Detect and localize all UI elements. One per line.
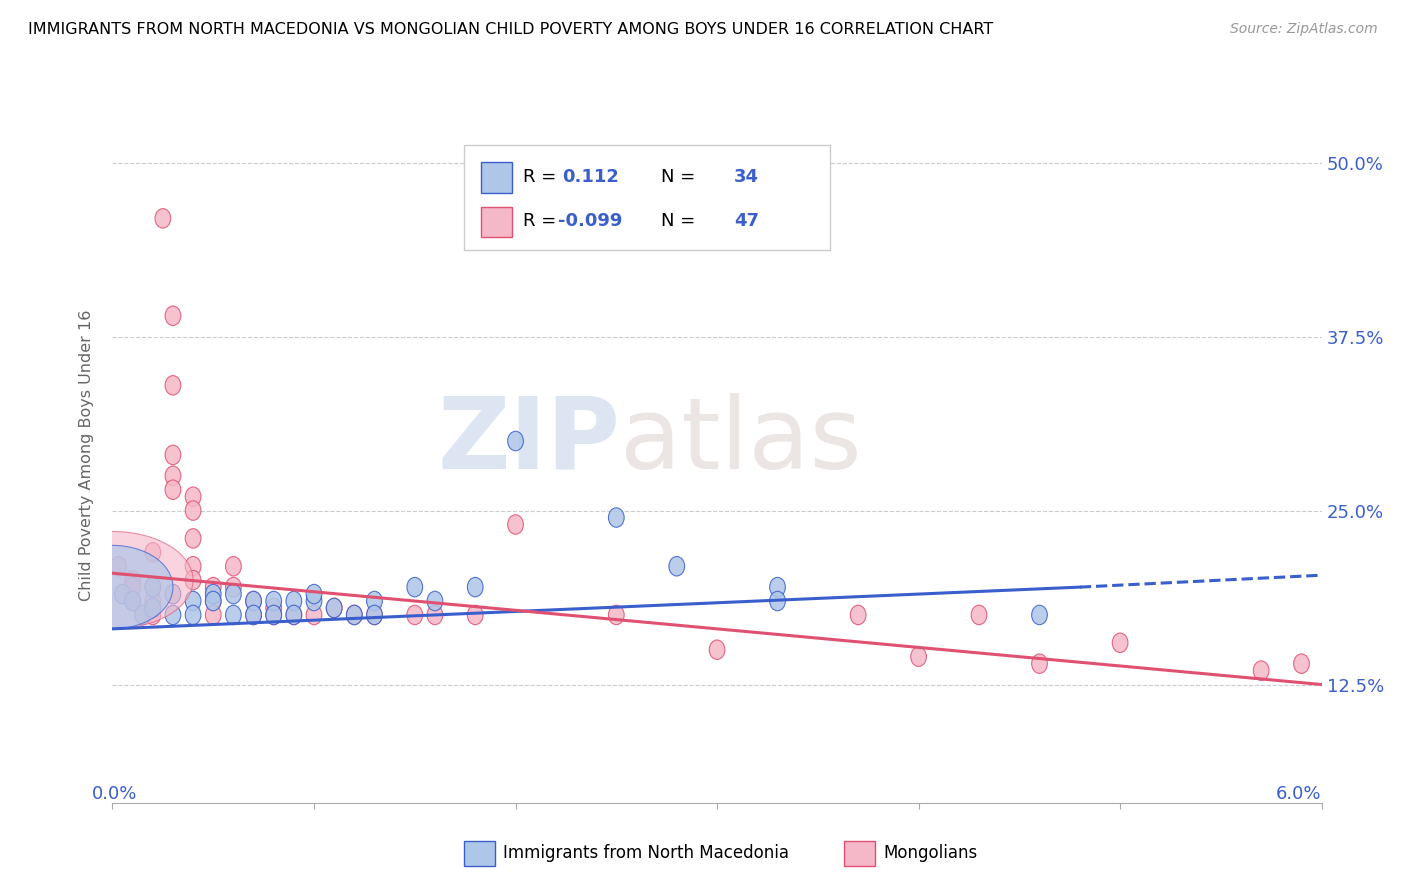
Ellipse shape [205,591,221,611]
Ellipse shape [307,605,322,624]
Ellipse shape [285,591,302,611]
Ellipse shape [427,591,443,611]
Ellipse shape [851,605,866,624]
Ellipse shape [769,577,786,597]
Ellipse shape [266,605,281,624]
Ellipse shape [467,577,484,597]
Ellipse shape [165,466,181,485]
Text: ZIP: ZIP [437,392,620,490]
Ellipse shape [246,591,262,611]
Ellipse shape [709,640,725,659]
Ellipse shape [125,570,141,590]
Ellipse shape [225,577,242,597]
Ellipse shape [145,591,160,611]
Ellipse shape [609,605,624,624]
Ellipse shape [1032,605,1047,624]
Ellipse shape [145,542,160,562]
Ellipse shape [972,605,987,624]
Text: Immigrants from North Macedonia: Immigrants from North Macedonia [503,844,789,862]
Ellipse shape [246,605,262,624]
Ellipse shape [367,605,382,624]
Ellipse shape [367,591,382,611]
Text: 47: 47 [734,212,759,230]
Text: R =: R = [523,168,562,186]
Ellipse shape [145,577,160,597]
Ellipse shape [145,605,160,624]
Ellipse shape [186,605,201,624]
Ellipse shape [155,209,170,228]
Ellipse shape [186,570,201,590]
Ellipse shape [266,599,281,618]
Ellipse shape [346,605,363,624]
Ellipse shape [1294,654,1309,673]
Ellipse shape [186,500,201,520]
Ellipse shape [246,591,262,611]
Text: IMMIGRANTS FROM NORTH MACEDONIA VS MONGOLIAN CHILD POVERTY AMONG BOYS UNDER 16 C: IMMIGRANTS FROM NORTH MACEDONIA VS MONGO… [28,22,994,37]
Ellipse shape [427,605,443,624]
Ellipse shape [508,431,523,450]
Ellipse shape [266,605,281,624]
Ellipse shape [186,529,201,549]
Ellipse shape [32,532,193,629]
Ellipse shape [225,605,242,624]
Text: 0.0%: 0.0% [93,785,138,804]
Ellipse shape [145,577,160,597]
Ellipse shape [367,605,382,624]
Ellipse shape [205,584,221,604]
Text: N =: N = [661,168,700,186]
Ellipse shape [266,591,281,611]
Ellipse shape [135,605,150,624]
Text: R =: R = [523,212,562,230]
Ellipse shape [669,557,685,576]
Ellipse shape [1112,633,1128,653]
Text: Source: ZipAtlas.com: Source: ZipAtlas.com [1230,22,1378,37]
Ellipse shape [307,591,322,611]
Ellipse shape [1253,661,1270,681]
Ellipse shape [406,577,423,597]
Ellipse shape [225,584,242,604]
Ellipse shape [205,605,221,624]
Text: 0.112: 0.112 [562,168,619,186]
Y-axis label: Child Poverty Among Boys Under 16: Child Poverty Among Boys Under 16 [79,310,94,600]
Ellipse shape [125,591,141,611]
Ellipse shape [769,591,786,611]
Ellipse shape [467,605,484,624]
Ellipse shape [186,487,201,507]
Ellipse shape [285,605,302,624]
Ellipse shape [186,557,201,576]
Text: N =: N = [661,212,700,230]
Ellipse shape [609,508,624,527]
Ellipse shape [285,605,302,624]
Text: Mongolians: Mongolians [883,844,977,862]
Ellipse shape [911,647,927,666]
Ellipse shape [205,591,221,611]
Ellipse shape [326,599,342,618]
Ellipse shape [165,376,181,395]
Ellipse shape [1032,654,1047,673]
Ellipse shape [52,545,173,629]
Ellipse shape [125,577,141,597]
Text: 34: 34 [734,168,759,186]
Text: -0.099: -0.099 [558,212,623,230]
Ellipse shape [307,584,322,604]
Ellipse shape [165,584,181,604]
Ellipse shape [406,605,423,624]
Text: 6.0%: 6.0% [1277,785,1322,804]
Ellipse shape [186,591,201,611]
Ellipse shape [165,605,181,624]
Ellipse shape [111,557,127,576]
Text: atlas: atlas [620,392,862,490]
Ellipse shape [165,306,181,326]
Ellipse shape [165,445,181,465]
Ellipse shape [508,515,523,534]
Ellipse shape [326,599,342,618]
Ellipse shape [115,584,131,604]
Ellipse shape [246,605,262,624]
Ellipse shape [165,480,181,500]
Ellipse shape [125,591,141,611]
Ellipse shape [205,577,221,597]
Ellipse shape [145,599,160,618]
Ellipse shape [346,605,363,624]
Ellipse shape [225,557,242,576]
